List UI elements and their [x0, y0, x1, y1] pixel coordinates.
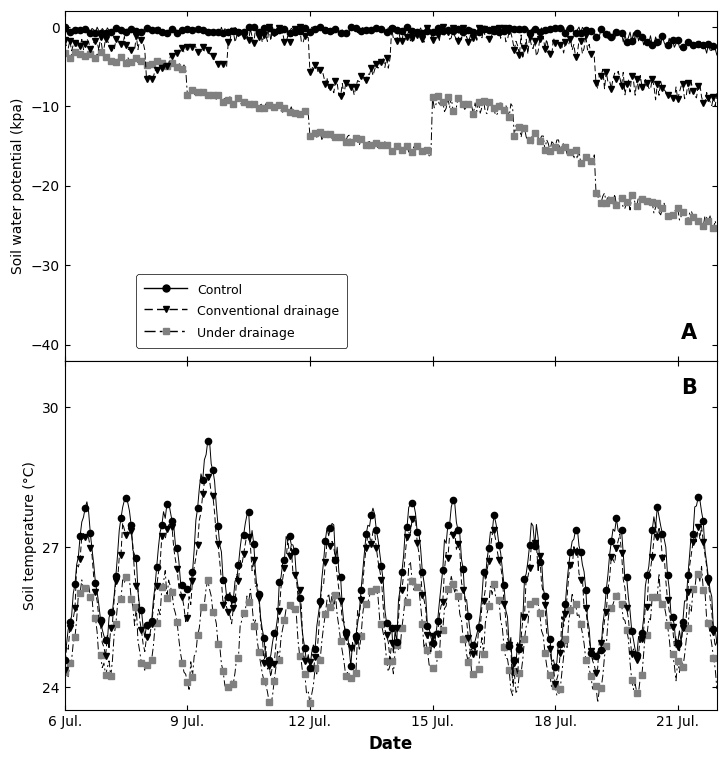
Legend: Control, Conventional drainage, Under drainage: Control, Conventional drainage, Under dr… [136, 274, 347, 348]
Text: B: B [681, 378, 697, 398]
Y-axis label: Soil temperature (°C): Soil temperature (°C) [23, 461, 37, 610]
X-axis label: Date: Date [368, 735, 413, 753]
Text: A: A [681, 323, 697, 343]
Y-axis label: Soil water potential (kpa): Soil water potential (kpa) [11, 98, 25, 274]
